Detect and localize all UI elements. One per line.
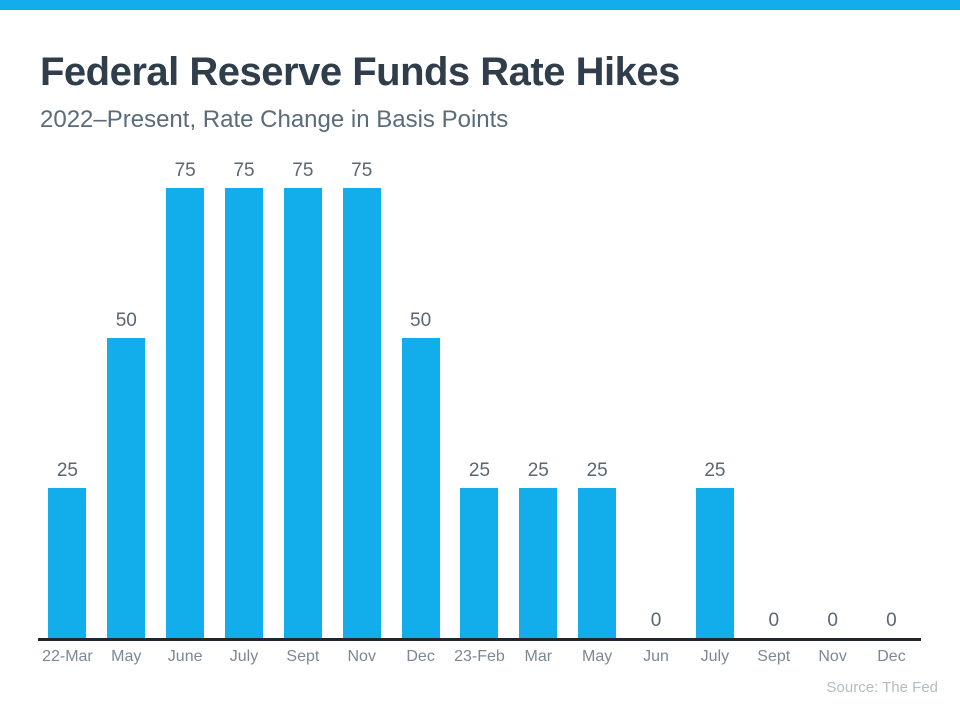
x-tick-label: 22-Mar (42, 648, 93, 665)
bar-value-label: 0 (827, 610, 838, 631)
bar-column: 50 (391, 160, 450, 638)
bar-value-label: 0 (768, 610, 780, 631)
page-content: Federal Reserve Funds Rate Hikes 2022–Pr… (0, 50, 960, 696)
bar-column: 75 (332, 160, 391, 638)
bar (225, 188, 263, 638)
x-tick-label: Sept (286, 648, 320, 665)
bar-column: 25 (685, 160, 744, 638)
bar-value-label: 50 (115, 310, 137, 331)
bar-column: 0 (862, 160, 921, 638)
bar (107, 338, 146, 638)
page-title: Federal Reserve Funds Rate Hikes (40, 50, 680, 94)
bar-chart: 25 50 75 75 75 75 50 25 25 25 0 25 0 0 0 22-Mar May June… (38, 160, 921, 667)
bar (460, 488, 499, 638)
x-tick-label: Dec (406, 648, 435, 665)
x-tick-label: July (229, 648, 259, 665)
bar-column: 50 (97, 160, 156, 638)
bar-column: 25 (450, 160, 509, 638)
page-subtitle: 2022–Present, Rate Change in Basis Point… (40, 106, 509, 133)
x-tick-label: Nov (347, 648, 376, 665)
chart-plot-area: 25 50 75 75 75 75 50 25 25 25 0 25 0 0 0 (38, 160, 921, 638)
bar-value-label: 25 (586, 460, 608, 481)
bar (342, 188, 381, 638)
bar-value-label: 75 (292, 160, 314, 181)
top-accent-bar (0, 0, 960, 10)
bar-column: 75 (273, 160, 332, 638)
bar (166, 188, 205, 638)
bar-column: 25 (568, 160, 627, 638)
bar-column: 25 (38, 160, 97, 638)
bar (283, 188, 322, 638)
bar-column: 0 (803, 160, 862, 638)
x-tick-label: Nov (818, 648, 847, 665)
bar (519, 488, 558, 638)
x-tick-label: July (700, 648, 730, 665)
bar-value-label: 75 (351, 160, 373, 181)
bar-value-label: 25 (56, 460, 78, 481)
bar-value-label: 25 (468, 460, 491, 481)
bar-column: 25 (509, 160, 568, 638)
x-tick-label: May (582, 648, 613, 665)
bar-value-label: 75 (233, 160, 255, 181)
bar-value-label: 50 (410, 310, 432, 331)
bar-value-label: 0 (650, 610, 662, 631)
bar-column: 0 (627, 160, 686, 638)
bar (695, 488, 734, 638)
x-tick-label: Jun (643, 648, 669, 665)
x-axis-labels: 22-Mar May June July Sept Nov Dec 23-Feb Mar May J… (38, 647, 921, 667)
x-tick-label: 23-Feb (454, 648, 505, 665)
bar (401, 338, 440, 638)
source-note: Source: The Fed (826, 679, 938, 696)
bar-value-label: 25 (704, 460, 726, 481)
bar (578, 488, 617, 638)
bar (48, 488, 87, 638)
x-tick-label: Dec (877, 648, 906, 665)
bar-column: 0 (744, 160, 803, 638)
x-axis-line (38, 638, 921, 641)
x-tick-label: June (167, 648, 203, 665)
bar-column: 75 (215, 160, 274, 638)
x-tick-label: Mar (524, 648, 553, 665)
bar-column: 75 (156, 160, 215, 638)
x-tick-label: Sept (757, 648, 791, 665)
bar-value-label: 0 (886, 610, 897, 631)
x-tick-label: May (111, 648, 142, 665)
bar-value-label: 25 (527, 460, 549, 481)
bar-value-label: 75 (174, 160, 196, 181)
